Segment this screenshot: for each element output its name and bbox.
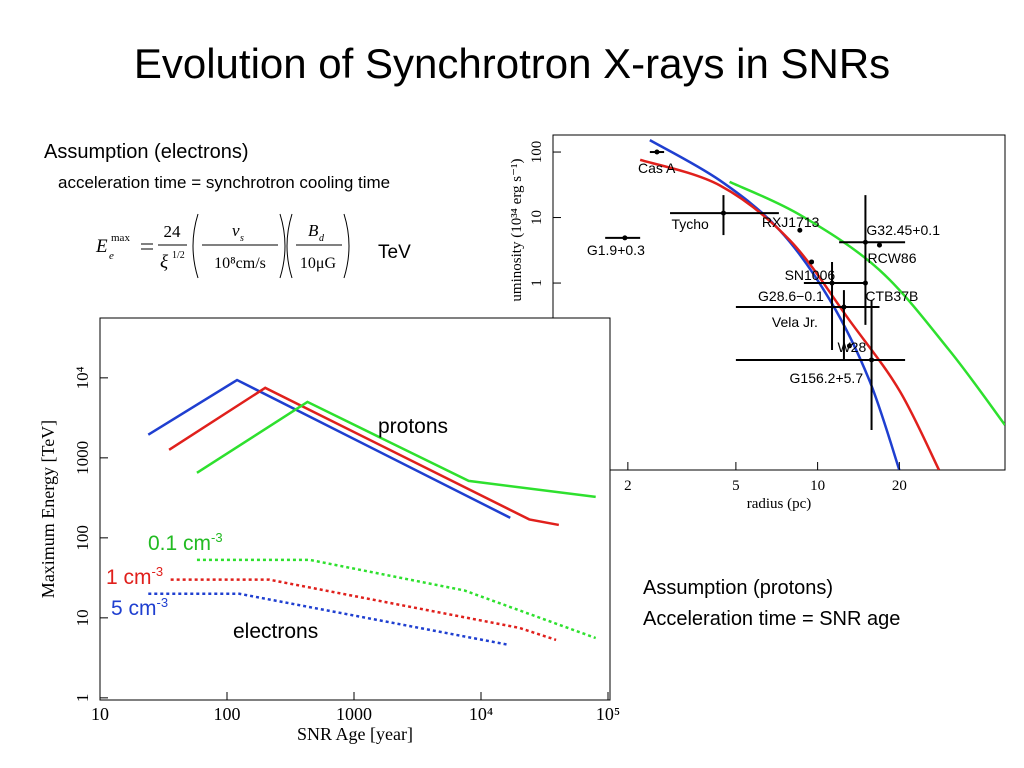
x-axis-label: SNR Age [year] [297, 724, 413, 744]
series-line [170, 578, 557, 642]
formula-symbol: 10μG [300, 255, 337, 272]
paren [279, 213, 286, 279]
plot-area [552, 134, 1006, 471]
electrons-heading: Assumption (electrons) [44, 141, 249, 163]
formula-symbol: d [319, 233, 325, 244]
point [841, 304, 847, 310]
point-label: RCW86 [867, 250, 916, 266]
point-label: G156.2+5.7 [790, 370, 864, 386]
plot-clip [147, 378, 597, 647]
protons-heading: Assumption (protons) [643, 577, 833, 599]
plot-area [99, 317, 611, 701]
annotation: 1 cm-3 [106, 564, 163, 589]
point [846, 343, 852, 349]
point-label: W28 [837, 339, 866, 355]
point [720, 210, 726, 216]
y-tick-label: 10 [73, 609, 92, 626]
formula-symbol: 24 [164, 222, 182, 241]
chart: 2 5 10 20 1 10 100 radius (pc) uminosity (10³⁴ e… [509, 134, 1006, 512]
series-line [196, 400, 596, 499]
y-tick-label: 1 [529, 279, 545, 287]
x-tick-label: 5 [732, 478, 740, 494]
annotation-sup: -3 [157, 595, 169, 610]
point [654, 149, 660, 155]
y-tick-label: 100 [529, 141, 545, 164]
x-axis-label: radius (pc) [747, 496, 812, 512]
annotation-sup: -3 [152, 564, 164, 579]
paren [343, 213, 350, 279]
annotation: electrons [233, 620, 318, 643]
point [797, 227, 803, 233]
y-tick-label: 100 [73, 525, 92, 551]
formula-symbol: v [232, 221, 240, 240]
annotation: 0.1 cm-3 [148, 530, 223, 555]
formula-symbol: s [240, 233, 244, 244]
x-tick-label: 2 [624, 478, 632, 494]
formula-symbol: 1/2 [172, 250, 185, 261]
annotation-text: 0.1 cm [148, 532, 211, 555]
series-line [649, 139, 901, 470]
y-tick-label: 10 [529, 210, 545, 225]
point-label: Vela Jr. [772, 314, 818, 330]
formula-symbol: E [95, 236, 108, 257]
x-tick-label: 10⁴ [469, 704, 493, 724]
x-tick-label: 1000 [336, 704, 372, 724]
slide-title: Evolution of Synchrotron X-rays in SNRs [134, 40, 890, 87]
y-axis-label: uminosity (10³⁴ erg s⁻¹) [509, 158, 525, 301]
point [876, 242, 882, 248]
formula: E max e 24 ξ 1/2 v s 10⁸cm/s B d 10μG [95, 213, 350, 279]
x-tick-label: 10 [91, 704, 109, 724]
annotation: 5 cm-3 [111, 595, 168, 620]
paren [192, 213, 199, 279]
series-line [168, 386, 560, 527]
formula-symbol: ξ [160, 252, 169, 273]
y-tick-label: 1 [73, 694, 92, 703]
y-tick-label: 10⁴ [73, 366, 92, 389]
point-label: G32.45+0.1 [866, 222, 940, 238]
point-label: Tycho [671, 216, 709, 232]
x-tick-label: 100 [214, 704, 241, 724]
point-label: Cas A [638, 160, 676, 176]
formula-symbol: e [109, 250, 114, 262]
y-axis-label: Maximum Energy [TeV] [38, 420, 58, 598]
point [829, 280, 835, 286]
point-label: G1.9+0.3 [587, 242, 645, 258]
formula-symbol: max [111, 232, 130, 244]
electrons-text: acceleration time = synchrotron cooling … [58, 173, 390, 192]
annotation-text: electrons [233, 620, 318, 643]
formula-symbol: 10⁸cm/s [214, 255, 266, 272]
annotation: protons [378, 415, 448, 438]
formula-symbol: B [308, 221, 319, 240]
point-label: SN1006 [785, 267, 836, 283]
paren [286, 213, 293, 279]
point [862, 239, 868, 245]
plot-clip [605, 139, 1005, 470]
x-tick-label: 10⁵ [596, 704, 620, 724]
y-tick-label: 1000 [73, 441, 92, 475]
point [862, 280, 868, 286]
formula-unit: TeV [378, 242, 411, 263]
annotation-text: 1 cm [106, 566, 152, 589]
point [622, 235, 628, 241]
annotation-text: protons [378, 415, 448, 438]
x-tick-label: 10 [810, 478, 825, 494]
series-line [729, 180, 1005, 426]
series-line [148, 592, 509, 647]
protons-text: Acceleration time = SNR age [643, 608, 900, 630]
annotation-sup: -3 [211, 530, 223, 545]
series-line [196, 558, 597, 640]
series-line [639, 158, 941, 470]
series-line [147, 378, 511, 519]
x-tick-label: 20 [892, 478, 907, 494]
point-label: RXJ1713 [762, 214, 820, 230]
annotation-text: 5 cm [111, 597, 157, 620]
point-label: G28.6−0.1 [758, 288, 824, 304]
point [869, 357, 875, 363]
point [809, 259, 815, 265]
point-label: CTB37B [865, 288, 918, 304]
